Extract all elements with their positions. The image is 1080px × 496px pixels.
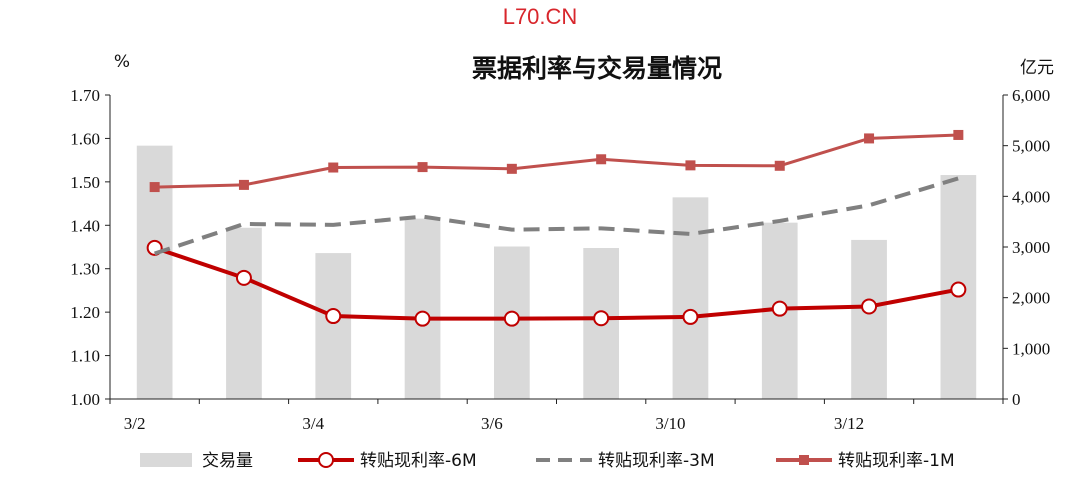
- x-tick-label: 3/10: [655, 414, 685, 433]
- legend: 交易量 转贴现利率-6M 转贴现利率-3M 转贴现利率-1M: [140, 451, 955, 471]
- left-tick-label: 1.00: [70, 390, 100, 409]
- legend-swatch-volume: [140, 453, 192, 467]
- point-6m-3/10: [682, 308, 699, 325]
- point-6m-3/5: [414, 310, 431, 327]
- x-tick-label: 3/6: [481, 414, 503, 433]
- left-tick-label: 1.30: [70, 260, 100, 279]
- point-1m-3/10: [685, 160, 696, 171]
- right-tick-label: 5,000: [1012, 137, 1050, 156]
- left-tick-label: 1.10: [70, 347, 100, 366]
- bar-3/4: [315, 253, 352, 399]
- chart-title: 票据利率与交易量情况: [472, 54, 722, 83]
- bar-3/3: [226, 227, 262, 399]
- right-tick-label: 2,000: [1012, 289, 1050, 308]
- legend-marker-circle: [318, 452, 334, 468]
- point-1m-3/11: [774, 160, 785, 171]
- line-转贴现利率-3M: [154, 176, 959, 256]
- point-1m-3/3: [238, 179, 249, 190]
- legend-label: 转贴现利率-6M: [360, 451, 477, 471]
- right-tick-label: 3,000: [1012, 238, 1050, 257]
- point-1m-3/13: [953, 129, 964, 140]
- point-1m-3/4: [328, 162, 339, 173]
- point-6m-3/6: [503, 310, 520, 327]
- x-tick-label: 3/4: [302, 414, 324, 433]
- line-转贴现利率-6M: [154, 245, 959, 321]
- left-axis-unit: %: [114, 52, 130, 72]
- bars-layer: [136, 145, 977, 399]
- left-tick-label: 1.70: [70, 86, 100, 105]
- lines-layer: [146, 129, 967, 327]
- left-tick-label: 1.60: [70, 129, 100, 148]
- legend-marker-square: [799, 455, 809, 465]
- bar-3/10: [672, 197, 709, 399]
- point-6m-3/12: [861, 298, 878, 315]
- left-tick-label: 1.20: [70, 303, 100, 322]
- right-tick-label: 4,000: [1012, 187, 1050, 206]
- line-转贴现利率-1M: [154, 133, 959, 189]
- axes-layer: 1.00 1.10 1.20 1.30 1.40 1.50 1.60 1.70 0 1,000 2,…: [70, 86, 1050, 433]
- point-1m-3/6: [506, 163, 517, 174]
- right-tick-label: 0: [1012, 390, 1021, 409]
- point-6m-3/11: [771, 300, 788, 317]
- x-tick-label: 3/12: [834, 414, 864, 433]
- right-axis-unit: 亿元: [1020, 58, 1054, 78]
- bar-3/5: [404, 218, 441, 399]
- x-tick-label: 3/2: [124, 414, 146, 433]
- left-tick-label: 1.50: [70, 173, 100, 192]
- watermark-text: L70.CN: [503, 4, 578, 29]
- point-6m-3/4: [325, 308, 342, 325]
- right-tick-label: 6,000: [1012, 86, 1050, 105]
- legend-label: 交易量: [202, 451, 253, 471]
- point-6m-3/13: [950, 281, 967, 298]
- legend-label: 转贴现利率-3M: [598, 451, 715, 471]
- point-6m-3/9: [593, 310, 610, 327]
- bar-3/12: [851, 239, 887, 399]
- point-1m-3/5: [417, 162, 428, 173]
- point-1m-3/9: [596, 154, 607, 165]
- point-1m-3/2: [149, 182, 160, 193]
- right-tick-label: 1,000: [1012, 339, 1050, 358]
- left-tick-label: 1.40: [70, 216, 100, 235]
- legend-label: 转贴现利率-1M: [838, 451, 955, 471]
- point-1m-3/12: [864, 133, 875, 144]
- point-6m-3/3: [235, 269, 252, 286]
